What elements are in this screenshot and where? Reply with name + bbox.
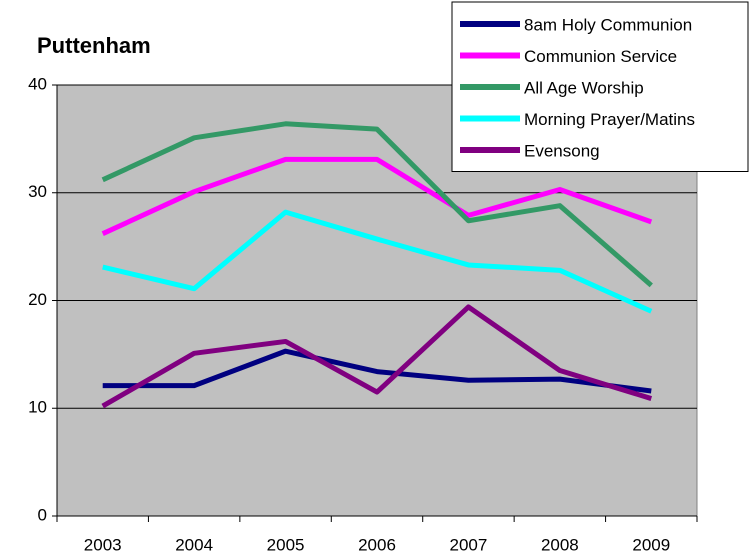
y-tick-label: 10	[28, 398, 47, 417]
chart-title: Puttenham	[37, 33, 151, 58]
legend-label: Evensong	[524, 141, 600, 160]
x-tick-label: 2009	[632, 535, 670, 554]
series-line	[101, 156, 653, 236]
legend-label: Communion Service	[524, 47, 677, 66]
x-tick-label: 2006	[358, 535, 396, 554]
y-tick-label: 20	[28, 290, 47, 309]
series-line	[102, 348, 652, 394]
x-tick-label: 2008	[541, 535, 579, 554]
y-tick-label: 0	[38, 505, 47, 524]
x-tick-label: 2007	[450, 535, 488, 554]
legend-label: Morning Prayer/Matins	[524, 110, 695, 129]
series-line	[102, 209, 653, 314]
legend-label: 8am Holy Communion	[524, 15, 692, 34]
legend-label: All Age Worship	[524, 78, 644, 97]
x-tick-label: 2003	[84, 535, 122, 554]
series-line	[101, 121, 653, 288]
y-tick-label: 40	[28, 74, 47, 93]
x-tick-label: 2004	[175, 535, 213, 554]
y-tick-label: 30	[28, 182, 47, 201]
x-tick-label: 2005	[267, 535, 305, 554]
series-line	[101, 304, 653, 409]
